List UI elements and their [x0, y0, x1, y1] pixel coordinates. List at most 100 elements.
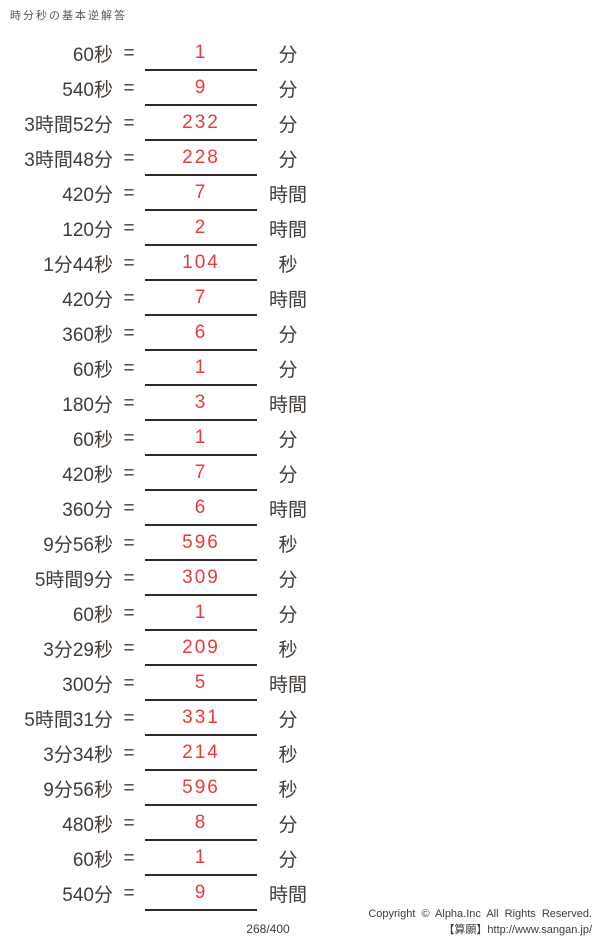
answer-value: 7 — [194, 461, 208, 483]
problem-row: 180分 = 3 時間 — [0, 386, 319, 421]
answer-value: 9 — [194, 881, 208, 903]
answer-value: 7 — [194, 286, 208, 308]
unit-label: 秒 — [278, 640, 298, 661]
problem-row: 60秒 = 1 分 — [0, 351, 319, 386]
unit-label: 分 — [278, 115, 298, 136]
problem-row: 120分 = 2 時間 — [0, 211, 319, 246]
question-text: 60秒 — [72, 850, 113, 871]
problem-row: 540秒 = 9 分 — [0, 71, 319, 106]
equals-sign: = — [123, 427, 135, 449]
question-text: 540秒 — [62, 80, 113, 101]
site-link: 【算願】http://www.sangan.jp/ — [443, 924, 592, 936]
unit-label: 時間 — [268, 220, 307, 241]
question-text: 5時間31分 — [24, 710, 113, 731]
answer-value: 232 — [182, 111, 220, 133]
answer-blank: 6 — [145, 316, 257, 351]
question-text: 60秒 — [72, 430, 113, 451]
equals-sign: = — [123, 882, 135, 904]
answer-blank: 7 — [145, 176, 257, 211]
problem-row: 3分34秒 = 214 秒 — [0, 736, 319, 771]
question-text: 360秒 — [62, 325, 113, 346]
question-text: 540分 — [62, 885, 113, 906]
answer-value: 7 — [194, 181, 208, 203]
unit-label: 分 — [278, 605, 298, 626]
answer-blank: 596 — [145, 771, 257, 806]
equals-sign: = — [123, 777, 135, 799]
problem-row: 9分56秒 = 596 秒 — [0, 526, 319, 561]
equals-sign: = — [123, 497, 135, 519]
equals-sign: = — [123, 672, 135, 694]
answer-blank: 232 — [145, 106, 257, 141]
answer-value: 1 — [194, 356, 208, 378]
equals-sign: = — [123, 217, 135, 239]
copyright-block: Copyright © Alpha.Inc All Rights Reserve… — [368, 906, 592, 938]
problem-row: 3時間52分 = 232 分 — [0, 106, 319, 141]
answer-value: 2 — [194, 216, 208, 238]
unit-label: 分 — [278, 815, 298, 836]
equals-sign: = — [123, 602, 135, 624]
question-text: 9分56秒 — [43, 780, 113, 801]
problem-row: 420秒 = 7 分 — [0, 456, 319, 491]
answer-blank: 9 — [145, 71, 257, 106]
answer-value: 214 — [182, 741, 220, 763]
unit-label: 分 — [278, 360, 298, 381]
equals-sign: = — [123, 182, 135, 204]
answer-blank: 209 — [145, 631, 257, 666]
equals-sign: = — [123, 252, 135, 274]
answer-value: 228 — [182, 146, 220, 168]
answer-blank: 9 — [145, 876, 257, 911]
unit-label: 秒 — [278, 535, 298, 556]
answer-blank: 1 — [145, 421, 257, 456]
equals-sign: = — [123, 112, 135, 134]
question-text: 3時間52分 — [24, 115, 113, 136]
unit-label: 分 — [278, 150, 298, 171]
answer-blank: 2 — [145, 211, 257, 246]
equals-sign: = — [123, 462, 135, 484]
problem-row: 300分 = 5 時間 — [0, 666, 319, 701]
equals-sign: = — [123, 707, 135, 729]
answer-value: 6 — [194, 496, 208, 518]
answer-blank: 309 — [145, 561, 257, 596]
problem-row: 540分 = 9 時間 — [0, 876, 319, 911]
problem-row: 60秒 = 1 分 — [0, 36, 319, 71]
question-text: 3分34秒 — [43, 745, 113, 766]
answer-blank: 1 — [145, 596, 257, 631]
equals-sign: = — [123, 147, 135, 169]
question-text: 3分29秒 — [43, 640, 113, 661]
unit-label: 分 — [278, 430, 298, 451]
unit-label: 時間 — [268, 290, 307, 311]
question-text: 480秒 — [62, 815, 113, 836]
answer-value: 104 — [182, 251, 220, 273]
unit-label: 秒 — [278, 255, 298, 276]
answer-value: 1 — [194, 426, 208, 448]
question-text: 420秒 — [62, 465, 113, 486]
problem-row: 420分 = 7 時間 — [0, 281, 319, 316]
question-text: 360分 — [62, 500, 113, 521]
question-text: 3時間48分 — [24, 150, 113, 171]
answer-blank: 7 — [145, 456, 257, 491]
unit-label: 秒 — [278, 745, 298, 766]
equals-sign: = — [123, 812, 135, 834]
page-number: 268/400 — [246, 922, 290, 936]
answer-value: 1 — [194, 41, 208, 63]
answer-blank: 1 — [145, 351, 257, 386]
answer-value: 5 — [194, 671, 208, 693]
unit-label: 分 — [278, 850, 298, 871]
unit-label: 時間 — [268, 185, 307, 206]
question-text: 1分44秒 — [43, 255, 113, 276]
answer-value: 9 — [194, 76, 208, 98]
equals-sign: = — [123, 847, 135, 869]
question-text: 60秒 — [72, 605, 113, 626]
equals-sign: = — [123, 42, 135, 64]
question-text: 5時間9分 — [34, 570, 113, 591]
unit-label: 時間 — [268, 675, 307, 696]
problem-row: 3時間48分 = 228 分 — [0, 141, 319, 176]
unit-label: 分 — [278, 570, 298, 591]
answer-blank: 1 — [145, 36, 257, 71]
unit-label: 分 — [278, 710, 298, 731]
answer-value: 331 — [182, 706, 220, 728]
answer-value: 8 — [194, 811, 208, 833]
unit-label: 時間 — [268, 395, 307, 416]
answer-value: 6 — [194, 321, 208, 343]
